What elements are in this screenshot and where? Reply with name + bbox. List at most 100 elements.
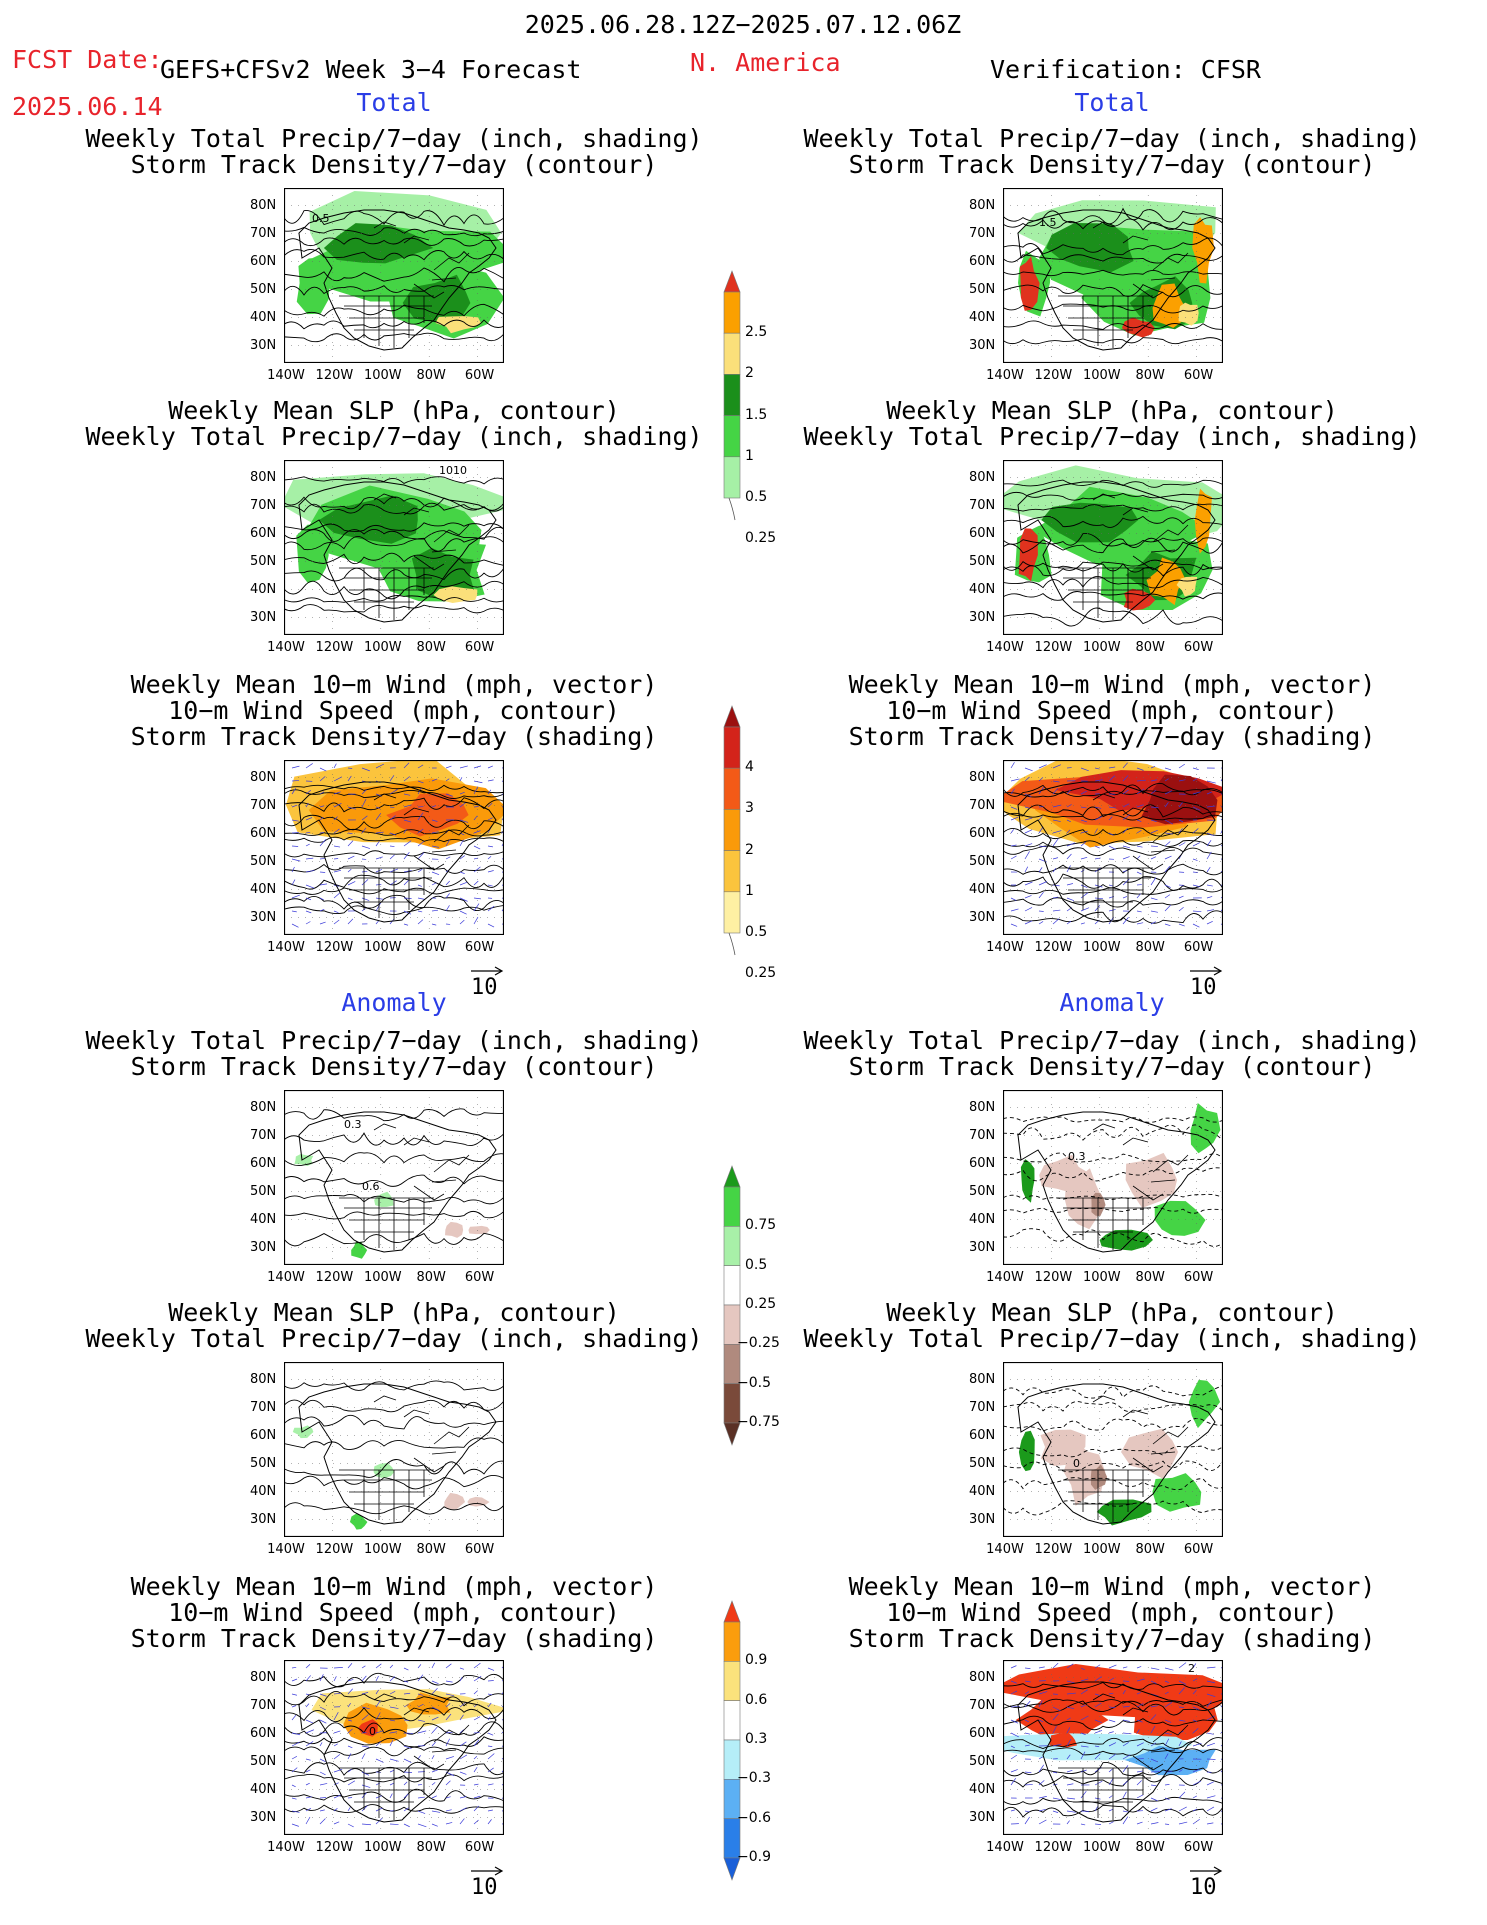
wind-vector xyxy=(1192,828,1199,834)
wind-vector xyxy=(1024,1732,1031,1735)
state-borders xyxy=(339,1179,457,1250)
wind-vector xyxy=(1206,866,1211,873)
wind-vector xyxy=(1192,1727,1199,1734)
state-borders xyxy=(339,1749,457,1820)
wind-vector xyxy=(459,881,468,886)
contour-line xyxy=(1003,910,1223,924)
wind-vector xyxy=(1010,762,1015,769)
wind-vector xyxy=(1066,1754,1071,1760)
lon-tick-label: 80W xyxy=(416,1840,446,1855)
wind-vector xyxy=(431,778,438,782)
colorbar-label: 0.25 xyxy=(745,1296,777,1312)
wind-vector xyxy=(1164,1738,1170,1747)
wind-vector xyxy=(487,817,493,821)
lat-tick-label: 30N xyxy=(969,609,996,625)
lat-tick-label: 40N xyxy=(250,1211,277,1227)
wind-vector xyxy=(1150,1784,1157,1787)
wind-vector xyxy=(1066,804,1072,808)
colorbar-segment xyxy=(723,456,741,499)
wind-vector xyxy=(473,1662,481,1669)
lon-tick-label: 140W xyxy=(986,1542,1024,1557)
wind-vector xyxy=(459,855,465,860)
wind-vector xyxy=(389,1769,395,1773)
wind-vector xyxy=(1052,1810,1059,1813)
lat-tick-label: 70N xyxy=(250,497,277,513)
wind-vector xyxy=(1052,896,1059,899)
wind-vector xyxy=(473,1690,478,1695)
lon-tick-label: 60W xyxy=(464,940,495,955)
precip-anom-drier xyxy=(1091,1192,1106,1216)
wind-vector xyxy=(1052,1713,1059,1721)
wind-vector xyxy=(1136,788,1145,795)
colorbar-tail xyxy=(728,932,736,956)
lon-tick-label: 140W xyxy=(986,640,1024,655)
wind-vector xyxy=(1206,1781,1214,1786)
lon-tick-label: 100W xyxy=(1082,1542,1121,1557)
contour-line xyxy=(284,1399,504,1413)
lat-tick-label: 40N xyxy=(969,1211,996,1227)
colorbar-label: 2 xyxy=(745,365,754,382)
contour-line xyxy=(1003,253,1223,264)
wind-vector xyxy=(1178,1662,1187,1669)
wind-vector xyxy=(1150,1725,1156,1734)
colorbar-label: 0.75 xyxy=(745,1217,777,1234)
wind-vector xyxy=(1010,897,1017,901)
wind-vector xyxy=(1010,778,1020,782)
wind-vector xyxy=(291,804,298,808)
wind-vector xyxy=(1010,1732,1019,1738)
contour-label: 0.6 xyxy=(362,1180,380,1193)
wind-vector xyxy=(389,1706,399,1709)
wind-vector xyxy=(1066,883,1074,886)
contour-line xyxy=(284,210,504,227)
wind-vector xyxy=(1080,1769,1087,1773)
wind-vector xyxy=(1164,1753,1169,1760)
lon-tick-label: 140W xyxy=(267,1840,305,1855)
contour-label: 0.5 xyxy=(312,212,330,225)
wind-vector xyxy=(431,1662,435,1669)
wind-vector xyxy=(403,1793,409,1799)
wind-vector xyxy=(445,778,450,782)
section-total-right: Total xyxy=(1074,88,1150,117)
map-plot: 0.3 xyxy=(1003,1090,1223,1265)
wind-vector xyxy=(347,881,356,886)
wind-vector xyxy=(319,908,325,912)
wind-vector xyxy=(1080,1715,1089,1721)
colorbar-segment xyxy=(723,850,741,893)
panel-title-line: Weekly Total Precip/7−day (inch, shading… xyxy=(803,124,1421,153)
wind-vector xyxy=(1206,1742,1216,1747)
wind-vector xyxy=(1192,806,1201,811)
wind-vector xyxy=(291,780,300,782)
wind-vector xyxy=(487,1667,495,1671)
wind-vector xyxy=(473,1676,482,1682)
wind-vector xyxy=(473,765,482,769)
wind-vector xyxy=(347,1703,351,1708)
wind-vector xyxy=(1136,1678,1145,1682)
lon-tick-label: 140W xyxy=(986,1840,1024,1855)
wind-vector xyxy=(403,1807,409,1812)
lon-tick-label: 60W xyxy=(1183,940,1214,955)
wind-vector xyxy=(445,856,451,860)
colorbar-label: −0.75 xyxy=(737,1414,780,1430)
panel-title-line: Storm Track Density/7−day (contour) xyxy=(130,150,658,179)
lon-tick-label: 80W xyxy=(416,1542,446,1557)
colorbar-label: 0.5 xyxy=(745,924,768,940)
colorbar-triangle-bottom xyxy=(723,1857,741,1881)
wind-vector xyxy=(361,1745,370,1748)
wind-vector xyxy=(417,841,425,847)
panel-title-line: Weekly Mean SLP (hPa, contour) xyxy=(168,396,620,425)
wind-vector xyxy=(501,1757,504,1760)
wind-vector xyxy=(487,1693,493,1696)
wind-vector xyxy=(1010,1754,1018,1760)
state-borders xyxy=(339,849,457,920)
wind-vector xyxy=(445,893,450,899)
lat-tick-label: 50N xyxy=(250,1455,277,1471)
wind-vector xyxy=(1024,851,1030,860)
wind-vector xyxy=(1080,1823,1086,1826)
wind-vector xyxy=(375,806,381,809)
wind-vector xyxy=(431,909,439,912)
wind-vector xyxy=(361,845,371,849)
wind-vector xyxy=(1010,1719,1019,1724)
wind-vector xyxy=(333,919,340,925)
wind-vector xyxy=(361,1784,371,1788)
wind-vector xyxy=(1010,1769,1018,1773)
